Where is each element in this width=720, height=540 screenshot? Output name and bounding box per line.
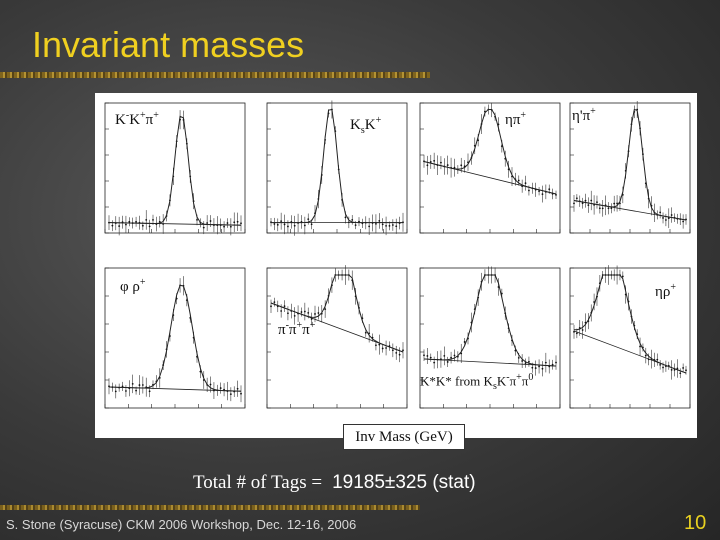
label-phirho: φ ρ+ [120, 277, 146, 295]
slide-title: Invariant masses [32, 24, 305, 65]
label-kkpi: K-K+π+ [115, 110, 159, 128]
footer-divider [0, 505, 420, 510]
histogram-panel [95, 93, 697, 438]
tags-value: 19185±325 (stat) [332, 472, 476, 493]
title-divider [0, 72, 430, 78]
label-etapi: ηπ+ [505, 110, 527, 128]
tags-label: Total # of Tags = [193, 472, 323, 493]
label-etaprimepi: η'π+ [572, 106, 596, 124]
tags-summary: Total # of Tags = 19185±325 (stat) [193, 472, 476, 494]
label-kskp: KsK+ [350, 115, 382, 136]
label-etarho: ηρ+ [655, 282, 676, 300]
label-pipipi: π-π+π+ [278, 320, 316, 338]
page-number: 10 [684, 512, 707, 534]
label-kstarkstar: K*K* from KsK-π+π0 [420, 372, 534, 392]
x-axis-label: Inv Mass (GeV) [343, 424, 465, 450]
mass-histograms [104, 100, 691, 409]
footer-text: S. Stone (Syracuse) CKM 2006 Workshop, D… [6, 517, 357, 532]
